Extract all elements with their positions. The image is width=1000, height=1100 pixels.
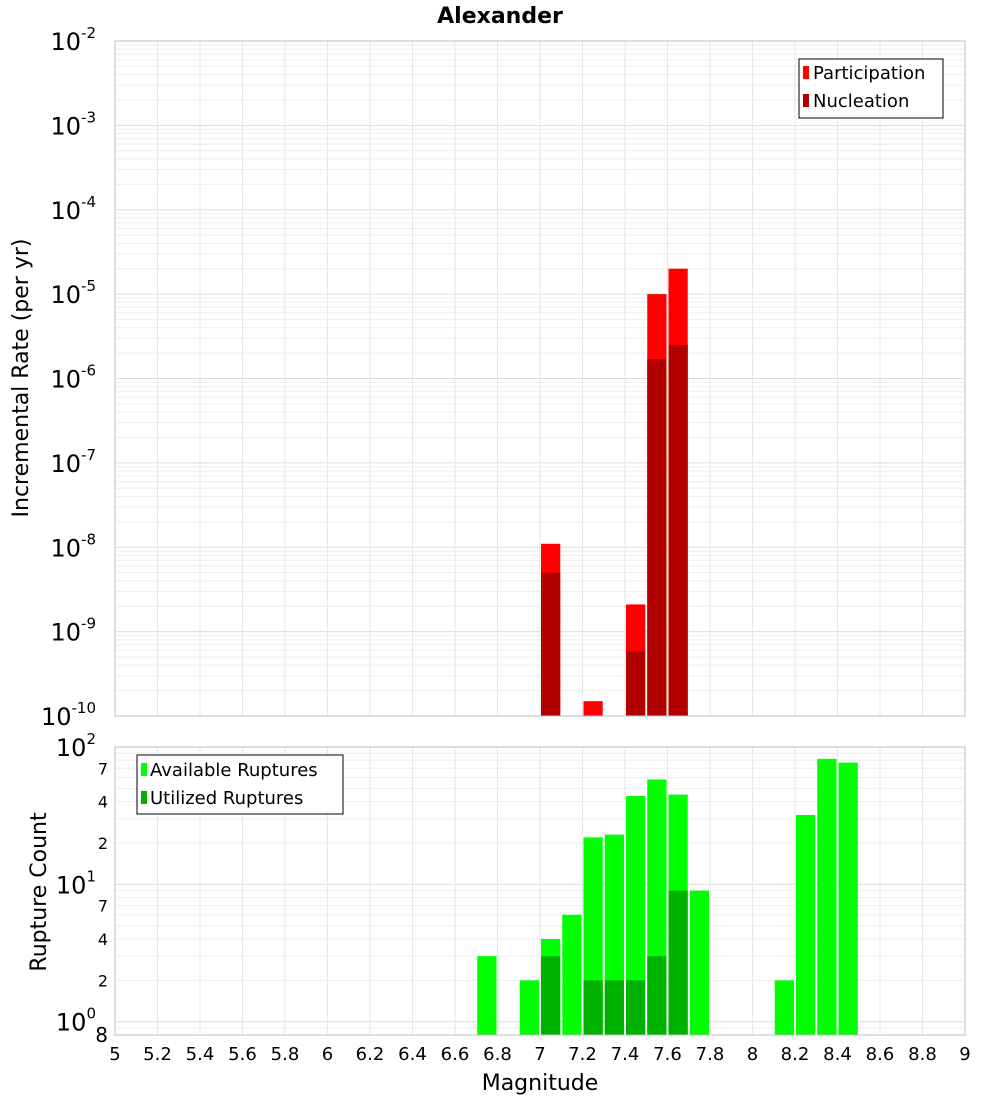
legend-swatch-available xyxy=(141,763,147,776)
magnitude-x-tick-label: 8.4 xyxy=(823,1044,852,1065)
rate-y-axis-label: Incremental Rate (per yr) xyxy=(9,239,34,518)
magnitude-x-tick-label: 6.6 xyxy=(441,1044,470,1065)
rate-y-tick-label: 10-2 xyxy=(50,24,96,56)
count-y-tick-label: 102 xyxy=(56,730,96,762)
count-bars xyxy=(477,758,858,1035)
utilized-ruptures-bar xyxy=(604,980,624,1035)
magnitude-x-tick-label: 6.8 xyxy=(483,1044,512,1065)
nucleation-bar xyxy=(626,651,646,716)
available-ruptures-bar xyxy=(689,890,709,1035)
magnitude-x-tick-label: 7.6 xyxy=(653,1044,682,1065)
count-y-bottom-label: 8 xyxy=(95,1023,108,1047)
magnitude-x-tick-label: 8 xyxy=(747,1044,758,1065)
rate-legend-box xyxy=(798,58,944,119)
nucleation-bar xyxy=(647,359,667,716)
rate-panel: 10-10 10-9 10-8 10-7 10-6 10-5 10-4 10-3 10-2 In… xyxy=(9,24,966,731)
available-ruptures-bar xyxy=(838,762,858,1035)
magnitude-x-tick-label: 5.4 xyxy=(186,1044,215,1065)
magnitude-x-tick-label: 5.8 xyxy=(271,1044,300,1065)
count-y-minor-tick-label: 4 xyxy=(98,930,108,949)
count-y-axis-label: Rupture Count xyxy=(27,812,52,972)
utilized-ruptures-bar xyxy=(583,980,603,1035)
rate-y-tick-label: 10-8 xyxy=(50,530,96,562)
participation-bar xyxy=(583,701,603,716)
available-ruptures-bar xyxy=(626,795,646,1035)
utilized-ruptures-bar xyxy=(626,980,646,1035)
available-ruptures-bar xyxy=(796,814,816,1035)
magnitude-x-tick-label: 5.2 xyxy=(143,1044,172,1065)
magnitude-x-tick-label: 7.4 xyxy=(611,1044,640,1065)
magnitude-x-tick-label: 6 xyxy=(322,1044,333,1065)
available-ruptures-bar xyxy=(519,980,539,1035)
count-legend: Available Ruptures Utilized Ruptures xyxy=(136,754,344,815)
count-y-minor-tick-label: 7 xyxy=(98,759,108,778)
available-ruptures-bar xyxy=(562,914,582,1035)
legend-label-nucleation: Nucleation xyxy=(813,91,909,112)
rate-y-tick-label: 10-7 xyxy=(50,446,96,478)
available-ruptures-bar xyxy=(477,956,497,1035)
utilized-ruptures-bar xyxy=(668,890,688,1035)
magnitude-x-ticks: 5 5.2 5.4 5.6 5.8 6 6.2 6.4 6.6 6.8 7 7.2 7.4 7.6 7.8 8… xyxy=(109,1044,970,1065)
magnitude-x-tick-label: 7.2 xyxy=(568,1044,597,1065)
legend-label-utilized: Utilized Ruptures xyxy=(150,788,303,809)
rate-plot-frame xyxy=(114,40,966,717)
rate-y-tick-label: 10-3 xyxy=(50,108,96,140)
magnitude-x-tick-label: 7 xyxy=(534,1044,545,1065)
count-y-tick-label: 101 xyxy=(56,867,96,899)
count-y-tick-label: 100 xyxy=(56,1005,96,1037)
count-y-minor-tick-label: 2 xyxy=(98,834,108,853)
magnitude-x-tick-label: 8.6 xyxy=(866,1044,895,1065)
count-y-minor-tick-label: 7 xyxy=(98,897,108,916)
rate-legend: Participation Nucleation xyxy=(798,58,944,119)
count-plot-frame xyxy=(114,746,966,1036)
rate-y-tick-label: 10-6 xyxy=(50,362,96,394)
rate-y-ticks: 10-10 10-9 10-8 10-7 10-6 10-5 10-4 10-3 10-2 xyxy=(41,24,96,731)
utilized-ruptures-bar xyxy=(647,956,667,1035)
nucleation-bar xyxy=(668,344,688,716)
legend-label-participation: Participation xyxy=(813,63,925,84)
magnitude-x-axis-label: Magnitude xyxy=(482,1071,599,1096)
utilized-ruptures-bar xyxy=(541,956,561,1035)
legend-label-available: Available Ruptures xyxy=(150,760,318,781)
magnitude-x-tick-label: 5.6 xyxy=(228,1044,257,1065)
count-y-minor-tick-label: 2 xyxy=(98,971,108,990)
magnitude-x-tick-label: 8.2 xyxy=(781,1044,810,1065)
chart-title: Alexander xyxy=(437,4,563,29)
magnitude-x-tick-label: 8.8 xyxy=(908,1044,937,1065)
magnitude-x-tick-label: 6.4 xyxy=(398,1044,427,1065)
legend-swatch-utilized xyxy=(141,791,147,804)
magnitude-x-tick-label: 6.2 xyxy=(356,1044,385,1065)
rate-y-tick-label: 10-5 xyxy=(50,277,96,309)
rate-y-tick-label: 10-4 xyxy=(50,193,96,225)
rate-grid xyxy=(114,40,966,717)
legend-swatch-nucleation xyxy=(803,94,809,107)
available-ruptures-bar xyxy=(774,980,794,1035)
rate-y-tick-label: 10-10 xyxy=(41,699,96,731)
magnitude-x-tick-label: 9 xyxy=(959,1044,970,1065)
rate-y-tick-label: 10-9 xyxy=(50,615,96,647)
nucleation-bar xyxy=(541,572,561,716)
rate-bars xyxy=(541,268,688,716)
magnitude-x-tick-label: 7.8 xyxy=(696,1044,725,1065)
legend-swatch-participation xyxy=(803,66,809,79)
magnitude-x-tick-label: 5 xyxy=(109,1044,120,1065)
available-ruptures-bar xyxy=(817,758,837,1035)
count-legend-box xyxy=(136,754,344,815)
count-y-minor-tick-label: 4 xyxy=(98,793,108,812)
